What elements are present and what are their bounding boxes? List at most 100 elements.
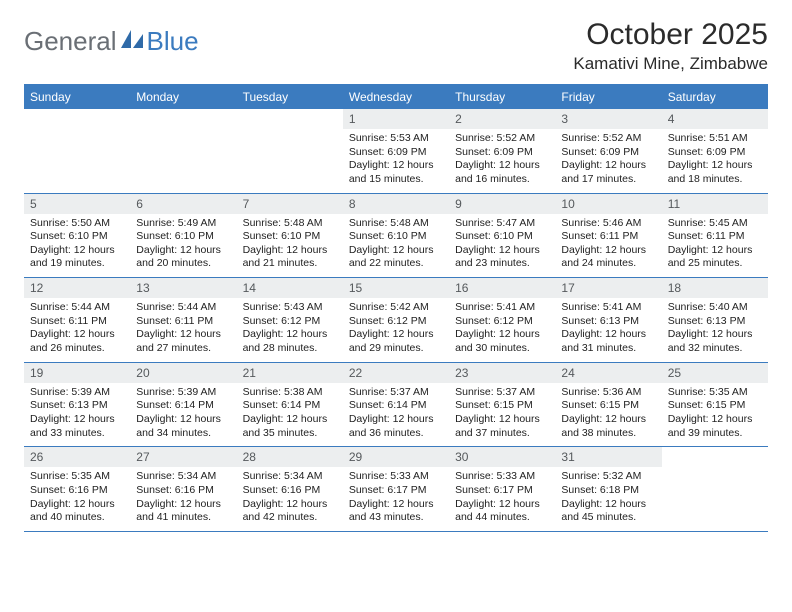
daylight-line-1: Daylight: 12 hours — [561, 498, 656, 512]
day-body: Sunrise: 5:48 AMSunset: 6:10 PMDaylight:… — [343, 214, 449, 274]
daylight-line-2: and 32 minutes. — [668, 342, 763, 356]
sunrise-line: Sunrise: 5:42 AM — [349, 301, 444, 315]
sunset-line: Sunset: 6:16 PM — [136, 484, 231, 498]
day-body: Sunrise: 5:42 AMSunset: 6:12 PMDaylight:… — [343, 298, 449, 358]
sunset-line: Sunset: 6:12 PM — [349, 315, 444, 329]
sunrise-line: Sunrise: 5:41 AM — [561, 301, 656, 315]
daylight-line-1: Daylight: 12 hours — [455, 159, 550, 173]
daylight-line-1: Daylight: 12 hours — [455, 413, 550, 427]
day-number: 12 — [24, 278, 130, 298]
daylight-line-2: and 29 minutes. — [349, 342, 444, 356]
sunset-line: Sunset: 6:10 PM — [243, 230, 338, 244]
day-number: 27 — [130, 447, 236, 467]
sunset-line: Sunset: 6:11 PM — [136, 315, 231, 329]
daylight-line-2: and 43 minutes. — [349, 511, 444, 525]
day-number — [24, 109, 130, 129]
day-body: Sunrise: 5:50 AMSunset: 6:10 PMDaylight:… — [24, 214, 130, 274]
day-cell: 20Sunrise: 5:39 AMSunset: 6:14 PMDayligh… — [130, 363, 236, 447]
day-cell — [662, 447, 768, 531]
daylight-line-2: and 42 minutes. — [243, 511, 338, 525]
day-cell — [24, 109, 130, 193]
sunset-line: Sunset: 6:11 PM — [561, 230, 656, 244]
day-cell: 1Sunrise: 5:53 AMSunset: 6:09 PMDaylight… — [343, 109, 449, 193]
sunset-line: Sunset: 6:16 PM — [30, 484, 125, 498]
sunrise-line: Sunrise: 5:34 AM — [136, 470, 231, 484]
sunrise-line: Sunrise: 5:44 AM — [136, 301, 231, 315]
daylight-line-2: and 38 minutes. — [561, 427, 656, 441]
week-row: 12Sunrise: 5:44 AMSunset: 6:11 PMDayligh… — [24, 278, 768, 363]
sunrise-line: Sunrise: 5:51 AM — [668, 132, 763, 146]
page-header: General Blue October 2025 Kamativi Mine,… — [24, 18, 768, 78]
daylight-line-1: Daylight: 12 hours — [455, 244, 550, 258]
sunrise-line: Sunrise: 5:33 AM — [349, 470, 444, 484]
day-body: Sunrise: 5:46 AMSunset: 6:11 PMDaylight:… — [555, 214, 661, 274]
sunrise-line: Sunrise: 5:49 AM — [136, 217, 231, 231]
sunset-line: Sunset: 6:11 PM — [668, 230, 763, 244]
sunset-line: Sunset: 6:13 PM — [561, 315, 656, 329]
day-cell: 29 Sunrise: 5:33 AMSunset: 6:17 PMDayligh… — [343, 447, 449, 531]
sunrise-line: Sunrise: 5:47 AM — [455, 217, 550, 231]
day-number: 29 — [343, 447, 449, 467]
day-body: Sunrise: 5:51 AMSunset: 6:09 PMDaylight:… — [662, 129, 768, 189]
daylight-line-1: Daylight: 12 hours — [455, 498, 550, 512]
day-cell: 12Sunrise: 5:44 AMSunset: 6:11 PMDayligh… — [24, 278, 130, 362]
sunrise-line: Sunrise: 5:45 AM — [668, 217, 763, 231]
sunrise-line: Sunrise: 5:53 AM — [349, 132, 444, 146]
daylight-line-2: and 23 minutes. — [455, 257, 550, 271]
day-number: 19 — [24, 363, 130, 383]
day-body: Sunrise: 5:38 AMSunset: 6:14 PMDaylight:… — [237, 383, 343, 443]
day-number: 9 — [449, 194, 555, 214]
sunset-line: Sunset: 6:18 PM — [561, 484, 656, 498]
location-label: Kamativi Mine, Zimbabwe — [573, 54, 768, 74]
day-cell: 15Sunrise: 5:42 AMSunset: 6:12 PMDayligh… — [343, 278, 449, 362]
day-cell: 27Sunrise: 5:34 AMSunset: 6:16 PMDayligh… — [130, 447, 236, 531]
weeks-container: 1Sunrise: 5:53 AMSunset: 6:09 PMDaylight… — [24, 109, 768, 532]
day-cell: 22Sunrise: 5:37 AMSunset: 6:14 PMDayligh… — [343, 363, 449, 447]
sunset-line: Sunset: 6:15 PM — [561, 399, 656, 413]
daylight-line-2: and 25 minutes. — [668, 257, 763, 271]
dow-cell: Wednesday — [343, 86, 449, 109]
sunset-line: Sunset: 6:13 PM — [668, 315, 763, 329]
day-body: Sunrise: 5:41 AMSunset: 6:12 PMDaylight:… — [449, 298, 555, 358]
day-cell: 14Sunrise: 5:43 AMSunset: 6:12 PMDayligh… — [237, 278, 343, 362]
daylight-line-1: Daylight: 12 hours — [668, 413, 763, 427]
sunset-line: Sunset: 6:12 PM — [455, 315, 550, 329]
logo: General Blue — [24, 18, 199, 57]
daylight-line-2: and 44 minutes. — [455, 511, 550, 525]
day-number: 31 — [555, 447, 661, 467]
day-cell: 30Sunrise: 5:33 AMSunset: 6:17 PMDayligh… — [449, 447, 555, 531]
day-number — [662, 447, 768, 467]
sunrise-line: Sunrise: 5:36 AM — [561, 386, 656, 400]
day-number: 18 — [662, 278, 768, 298]
day-number: 10 — [555, 194, 661, 214]
daylight-line-1: Daylight: 12 hours — [668, 244, 763, 258]
day-number: 21 — [237, 363, 343, 383]
day-body: Sunrise: 5:44 AMSunset: 6:11 PMDaylight:… — [24, 298, 130, 358]
day-body: Sunrise: 5:52 AMSunset: 6:09 PMDaylight:… — [555, 129, 661, 189]
daylight-line-2: and 35 minutes. — [243, 427, 338, 441]
day-body: Sunrise: 5:39 AMSunset: 6:14 PMDaylight:… — [130, 383, 236, 443]
day-number: 4 — [662, 109, 768, 129]
sunset-line: Sunset: 6:09 PM — [349, 146, 444, 160]
day-number: 28 — [237, 447, 343, 467]
sunset-line: Sunset: 6:10 PM — [349, 230, 444, 244]
day-cell: 11Sunrise: 5:45 AMSunset: 6:11 PMDayligh… — [662, 194, 768, 278]
day-cell: 6Sunrise: 5:49 AMSunset: 6:10 PMDaylight… — [130, 194, 236, 278]
day-number: 14 — [237, 278, 343, 298]
sunset-line: Sunset: 6:17 PM — [349, 484, 444, 498]
day-cell: 26Sunrise: 5:35 AMSunset: 6:16 PMDayligh… — [24, 447, 130, 531]
sunrise-line: Sunrise: 5:39 AM — [30, 386, 125, 400]
day-body: Sunrise: 5:52 AMSunset: 6:09 PMDaylight:… — [449, 129, 555, 189]
daylight-line-2: and 26 minutes. — [30, 342, 125, 356]
daylight-line-2: and 34 minutes. — [136, 427, 231, 441]
daylight-line-1: Daylight: 12 hours — [349, 498, 444, 512]
daylight-line-2: and 40 minutes. — [30, 511, 125, 525]
daylight-line-1: Daylight: 12 hours — [243, 498, 338, 512]
title-block: October 2025 Kamativi Mine, Zimbabwe — [573, 18, 768, 78]
daylight-line-2: and 17 minutes. — [561, 173, 656, 187]
day-body: Sunrise: 5:44 AMSunset: 6:11 PMDaylight:… — [130, 298, 236, 358]
sunrise-line: Sunrise: 5:44 AM — [30, 301, 125, 315]
sunrise-line: Sunrise: 5:48 AM — [243, 217, 338, 231]
sunset-line: Sunset: 6:10 PM — [136, 230, 231, 244]
sunrise-line: Sunrise: 5:52 AM — [561, 132, 656, 146]
